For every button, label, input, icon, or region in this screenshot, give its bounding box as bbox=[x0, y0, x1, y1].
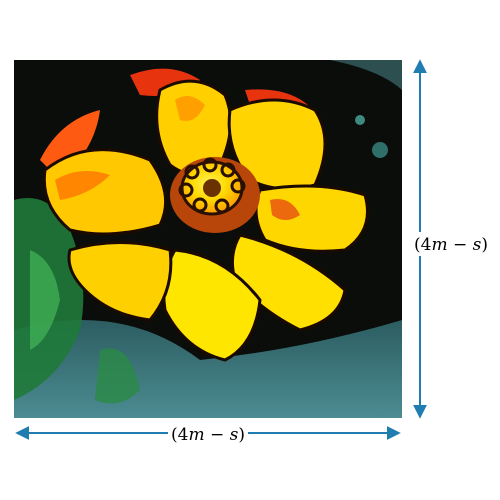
width-label: (4m − s) bbox=[171, 425, 245, 445]
flower-photo bbox=[14, 60, 402, 418]
height-label-background bbox=[410, 232, 492, 256]
width-label-background bbox=[168, 423, 248, 445]
height-label: (4m − s) bbox=[414, 235, 488, 255]
